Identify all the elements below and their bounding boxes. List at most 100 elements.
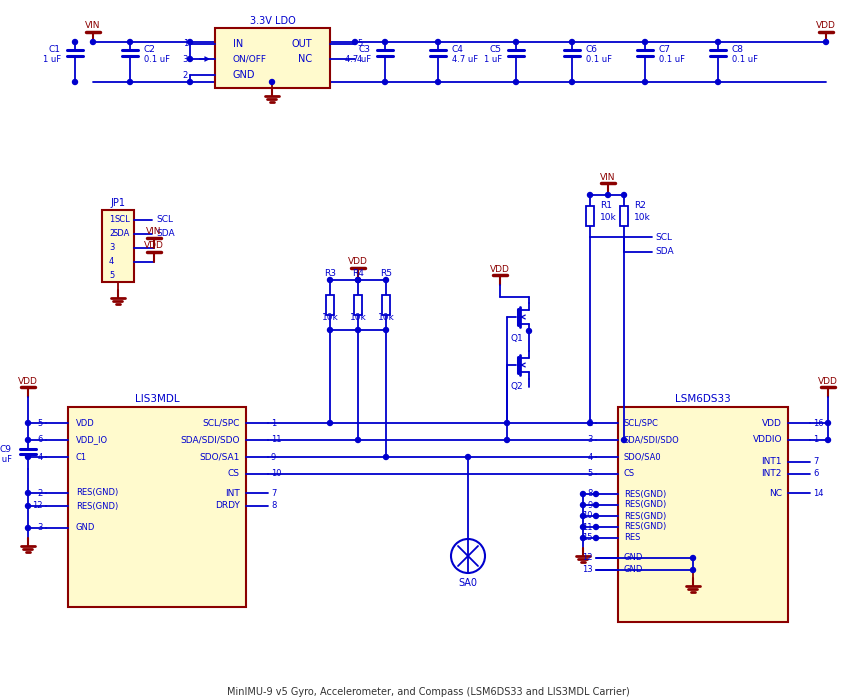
Text: C6: C6 [586, 46, 598, 55]
Text: IN: IN [233, 39, 243, 49]
Text: 10k: 10k [600, 213, 617, 221]
Circle shape [327, 277, 333, 283]
Text: SDO/SA1: SDO/SA1 [200, 452, 240, 461]
Text: 11: 11 [583, 522, 593, 531]
Circle shape [356, 277, 361, 283]
Text: SDA/SDI/SDO: SDA/SDI/SDO [624, 435, 680, 444]
Bar [586, 206, 594, 226]
Text: LSM6DS33: LSM6DS33 [675, 394, 731, 404]
Text: ON/OFF: ON/OFF [233, 55, 267, 64]
Text: VDD: VDD [144, 241, 164, 251]
Text: R2: R2 [634, 200, 646, 209]
Text: 3: 3 [109, 244, 114, 253]
Circle shape [570, 80, 574, 85]
Bar [620, 206, 628, 226]
Text: VDD: VDD [348, 258, 368, 267]
Text: 12: 12 [583, 554, 593, 563]
Text: 13: 13 [583, 566, 593, 575]
Text: 9: 9 [588, 500, 593, 510]
Circle shape [188, 39, 193, 45]
Circle shape [465, 454, 470, 459]
Circle shape [505, 438, 510, 442]
Text: SCL: SCL [156, 216, 173, 225]
Text: 1 uF: 1 uF [43, 55, 61, 64]
Circle shape [435, 80, 440, 85]
Text: C1: C1 [49, 46, 61, 55]
Text: R1: R1 [600, 200, 612, 209]
Circle shape [716, 80, 721, 85]
Circle shape [382, 80, 387, 85]
Circle shape [505, 421, 510, 426]
Text: CS: CS [228, 470, 240, 479]
Text: 0.1 uF: 0.1 uF [586, 55, 612, 64]
Text: 0.1 uF: 0.1 uF [659, 55, 685, 64]
Text: C7: C7 [659, 46, 671, 55]
Text: SDA/SDI/SDO: SDA/SDI/SDO [181, 435, 240, 444]
Text: GND: GND [624, 554, 644, 563]
Text: SCL/SPC: SCL/SPC [202, 419, 240, 428]
Circle shape [825, 438, 830, 442]
Text: 15: 15 [583, 533, 593, 542]
Text: 2: 2 [109, 230, 114, 239]
Text: C1: C1 [76, 452, 87, 461]
Text: C4: C4 [452, 46, 464, 55]
Circle shape [588, 421, 592, 426]
Text: C3: C3 [359, 46, 371, 55]
Bar [102, 210, 134, 282]
Text: DRDY: DRDY [215, 501, 240, 510]
Text: 9: 9 [271, 452, 276, 461]
Circle shape [621, 438, 626, 442]
Text: VDD: VDD [18, 377, 38, 386]
Text: VIN: VIN [85, 22, 101, 31]
Text: C9: C9 [0, 445, 12, 454]
Text: 12: 12 [33, 501, 43, 510]
Circle shape [594, 503, 598, 507]
Text: SCL: SCL [114, 216, 130, 225]
Text: 5: 5 [109, 272, 114, 281]
Circle shape [588, 193, 592, 197]
Text: C2: C2 [144, 46, 156, 55]
Text: 1: 1 [271, 419, 276, 428]
Circle shape [526, 328, 531, 333]
Circle shape [383, 454, 388, 459]
Text: VDD: VDD [818, 377, 838, 386]
Text: 8: 8 [271, 501, 276, 510]
Text: C5: C5 [490, 46, 502, 55]
Circle shape [716, 39, 721, 45]
Text: 7: 7 [813, 458, 818, 466]
Text: CS: CS [624, 470, 635, 479]
Text: 1: 1 [183, 39, 188, 48]
Text: 1: 1 [109, 216, 114, 225]
Circle shape [73, 80, 77, 85]
Circle shape [356, 277, 361, 283]
Text: 4: 4 [38, 452, 43, 461]
Bar [326, 295, 334, 315]
Circle shape [594, 491, 598, 496]
Circle shape [383, 328, 388, 332]
Text: 1 uF: 1 uF [484, 55, 502, 64]
Circle shape [513, 39, 518, 45]
Text: VDD: VDD [816, 22, 836, 31]
Circle shape [580, 514, 585, 519]
Text: 5: 5 [38, 419, 43, 428]
Text: OUT: OUT [291, 39, 312, 49]
Circle shape [327, 328, 333, 332]
Text: INT: INT [225, 489, 240, 498]
Text: SDO/SA0: SDO/SA0 [624, 452, 662, 461]
Text: 1: 1 [813, 435, 818, 444]
Circle shape [594, 514, 598, 519]
Text: GND: GND [76, 524, 95, 533]
Circle shape [26, 454, 31, 459]
Text: Q1: Q1 [511, 335, 524, 344]
Text: 10k: 10k [634, 213, 650, 221]
Text: RES(GND): RES(GND) [76, 489, 118, 498]
Text: VIN: VIN [147, 228, 162, 237]
Text: NC: NC [298, 54, 312, 64]
Text: 10k: 10k [350, 314, 367, 323]
Text: VDD: VDD [490, 265, 510, 274]
Text: 14: 14 [813, 489, 824, 498]
Text: SDA: SDA [655, 248, 674, 256]
Text: GND: GND [624, 566, 644, 575]
Circle shape [435, 39, 440, 45]
Circle shape [356, 328, 361, 332]
